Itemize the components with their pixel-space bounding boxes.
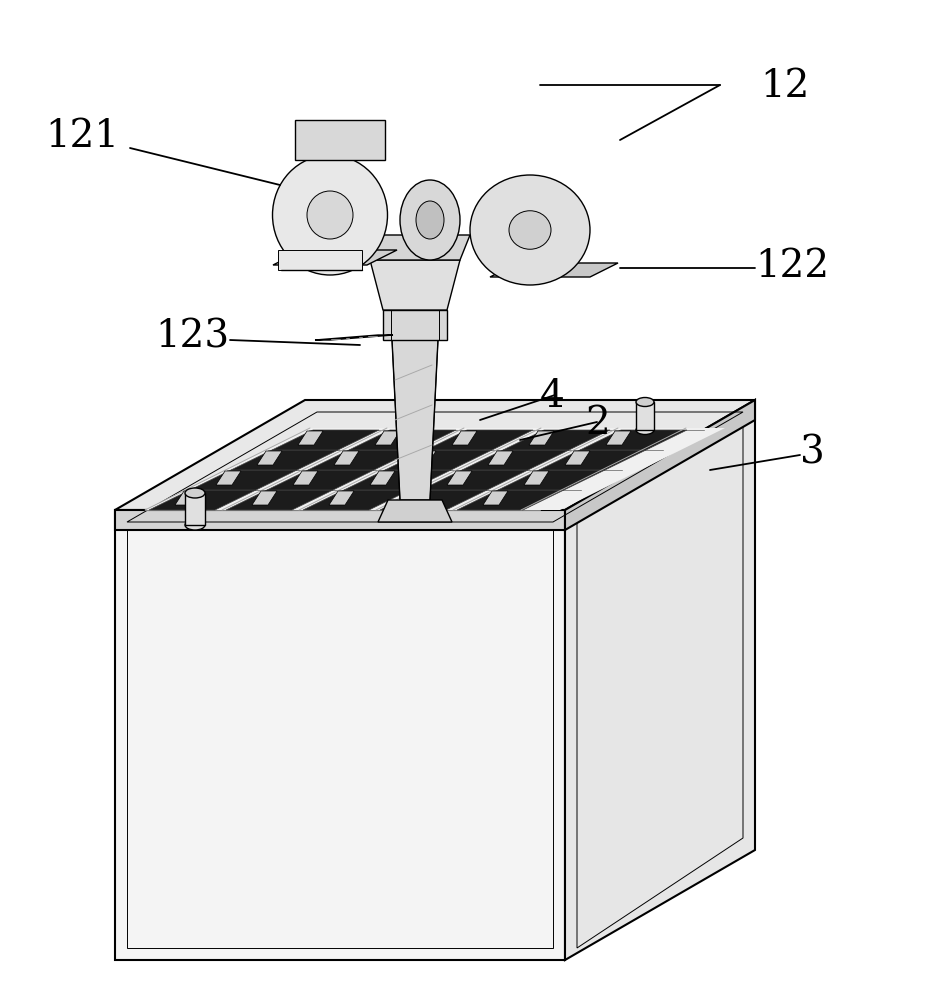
Polygon shape: [115, 400, 755, 510]
Text: 121: 121: [45, 118, 119, 155]
Polygon shape: [185, 493, 205, 525]
Polygon shape: [303, 490, 410, 510]
Text: 4: 4: [540, 378, 565, 415]
Polygon shape: [565, 400, 755, 530]
Polygon shape: [383, 310, 447, 340]
Polygon shape: [452, 431, 477, 445]
Polygon shape: [447, 471, 472, 485]
Ellipse shape: [400, 180, 460, 260]
Ellipse shape: [470, 175, 590, 285]
Polygon shape: [272, 430, 379, 450]
Polygon shape: [267, 470, 374, 490]
Ellipse shape: [185, 488, 205, 498]
Polygon shape: [231, 450, 338, 470]
Polygon shape: [115, 510, 565, 530]
Polygon shape: [370, 471, 395, 485]
Polygon shape: [580, 430, 687, 450]
Polygon shape: [565, 451, 590, 465]
Polygon shape: [370, 260, 460, 310]
Polygon shape: [503, 430, 610, 450]
Polygon shape: [252, 491, 277, 505]
Polygon shape: [216, 471, 241, 485]
Polygon shape: [115, 510, 565, 960]
Ellipse shape: [416, 201, 444, 239]
Polygon shape: [411, 451, 436, 465]
Polygon shape: [329, 491, 354, 505]
Polygon shape: [349, 430, 456, 450]
Polygon shape: [360, 235, 470, 260]
Polygon shape: [426, 430, 533, 450]
Polygon shape: [149, 490, 256, 510]
Polygon shape: [190, 470, 297, 490]
Polygon shape: [606, 431, 631, 445]
Text: 122: 122: [755, 248, 829, 285]
Polygon shape: [457, 490, 564, 510]
Text: 3: 3: [800, 435, 825, 472]
Polygon shape: [392, 340, 438, 500]
Polygon shape: [145, 428, 725, 510]
Polygon shape: [636, 402, 654, 430]
Ellipse shape: [636, 397, 654, 406]
Polygon shape: [293, 471, 318, 485]
Polygon shape: [226, 490, 333, 510]
Polygon shape: [380, 490, 487, 510]
Ellipse shape: [307, 191, 353, 239]
Polygon shape: [488, 451, 513, 465]
Polygon shape: [295, 120, 385, 160]
Polygon shape: [257, 451, 282, 465]
Ellipse shape: [636, 426, 654, 434]
Polygon shape: [539, 450, 646, 470]
Polygon shape: [375, 431, 400, 445]
Polygon shape: [315, 335, 393, 340]
Ellipse shape: [272, 155, 387, 275]
Ellipse shape: [185, 520, 205, 530]
Polygon shape: [498, 470, 605, 490]
Polygon shape: [406, 491, 431, 505]
Polygon shape: [462, 450, 569, 470]
Polygon shape: [529, 431, 554, 445]
Polygon shape: [421, 470, 528, 490]
Polygon shape: [308, 450, 415, 470]
Polygon shape: [298, 431, 323, 445]
Polygon shape: [483, 491, 508, 505]
Polygon shape: [490, 263, 618, 277]
Ellipse shape: [509, 211, 551, 249]
Polygon shape: [344, 470, 451, 490]
Polygon shape: [334, 451, 359, 465]
Polygon shape: [278, 250, 362, 270]
Text: 12: 12: [760, 68, 810, 105]
Polygon shape: [273, 250, 397, 265]
Polygon shape: [565, 400, 755, 960]
Text: 123: 123: [155, 318, 229, 355]
Polygon shape: [378, 500, 452, 522]
Text: 2: 2: [585, 405, 610, 442]
Polygon shape: [524, 471, 549, 485]
Polygon shape: [175, 491, 200, 505]
Polygon shape: [385, 450, 492, 470]
